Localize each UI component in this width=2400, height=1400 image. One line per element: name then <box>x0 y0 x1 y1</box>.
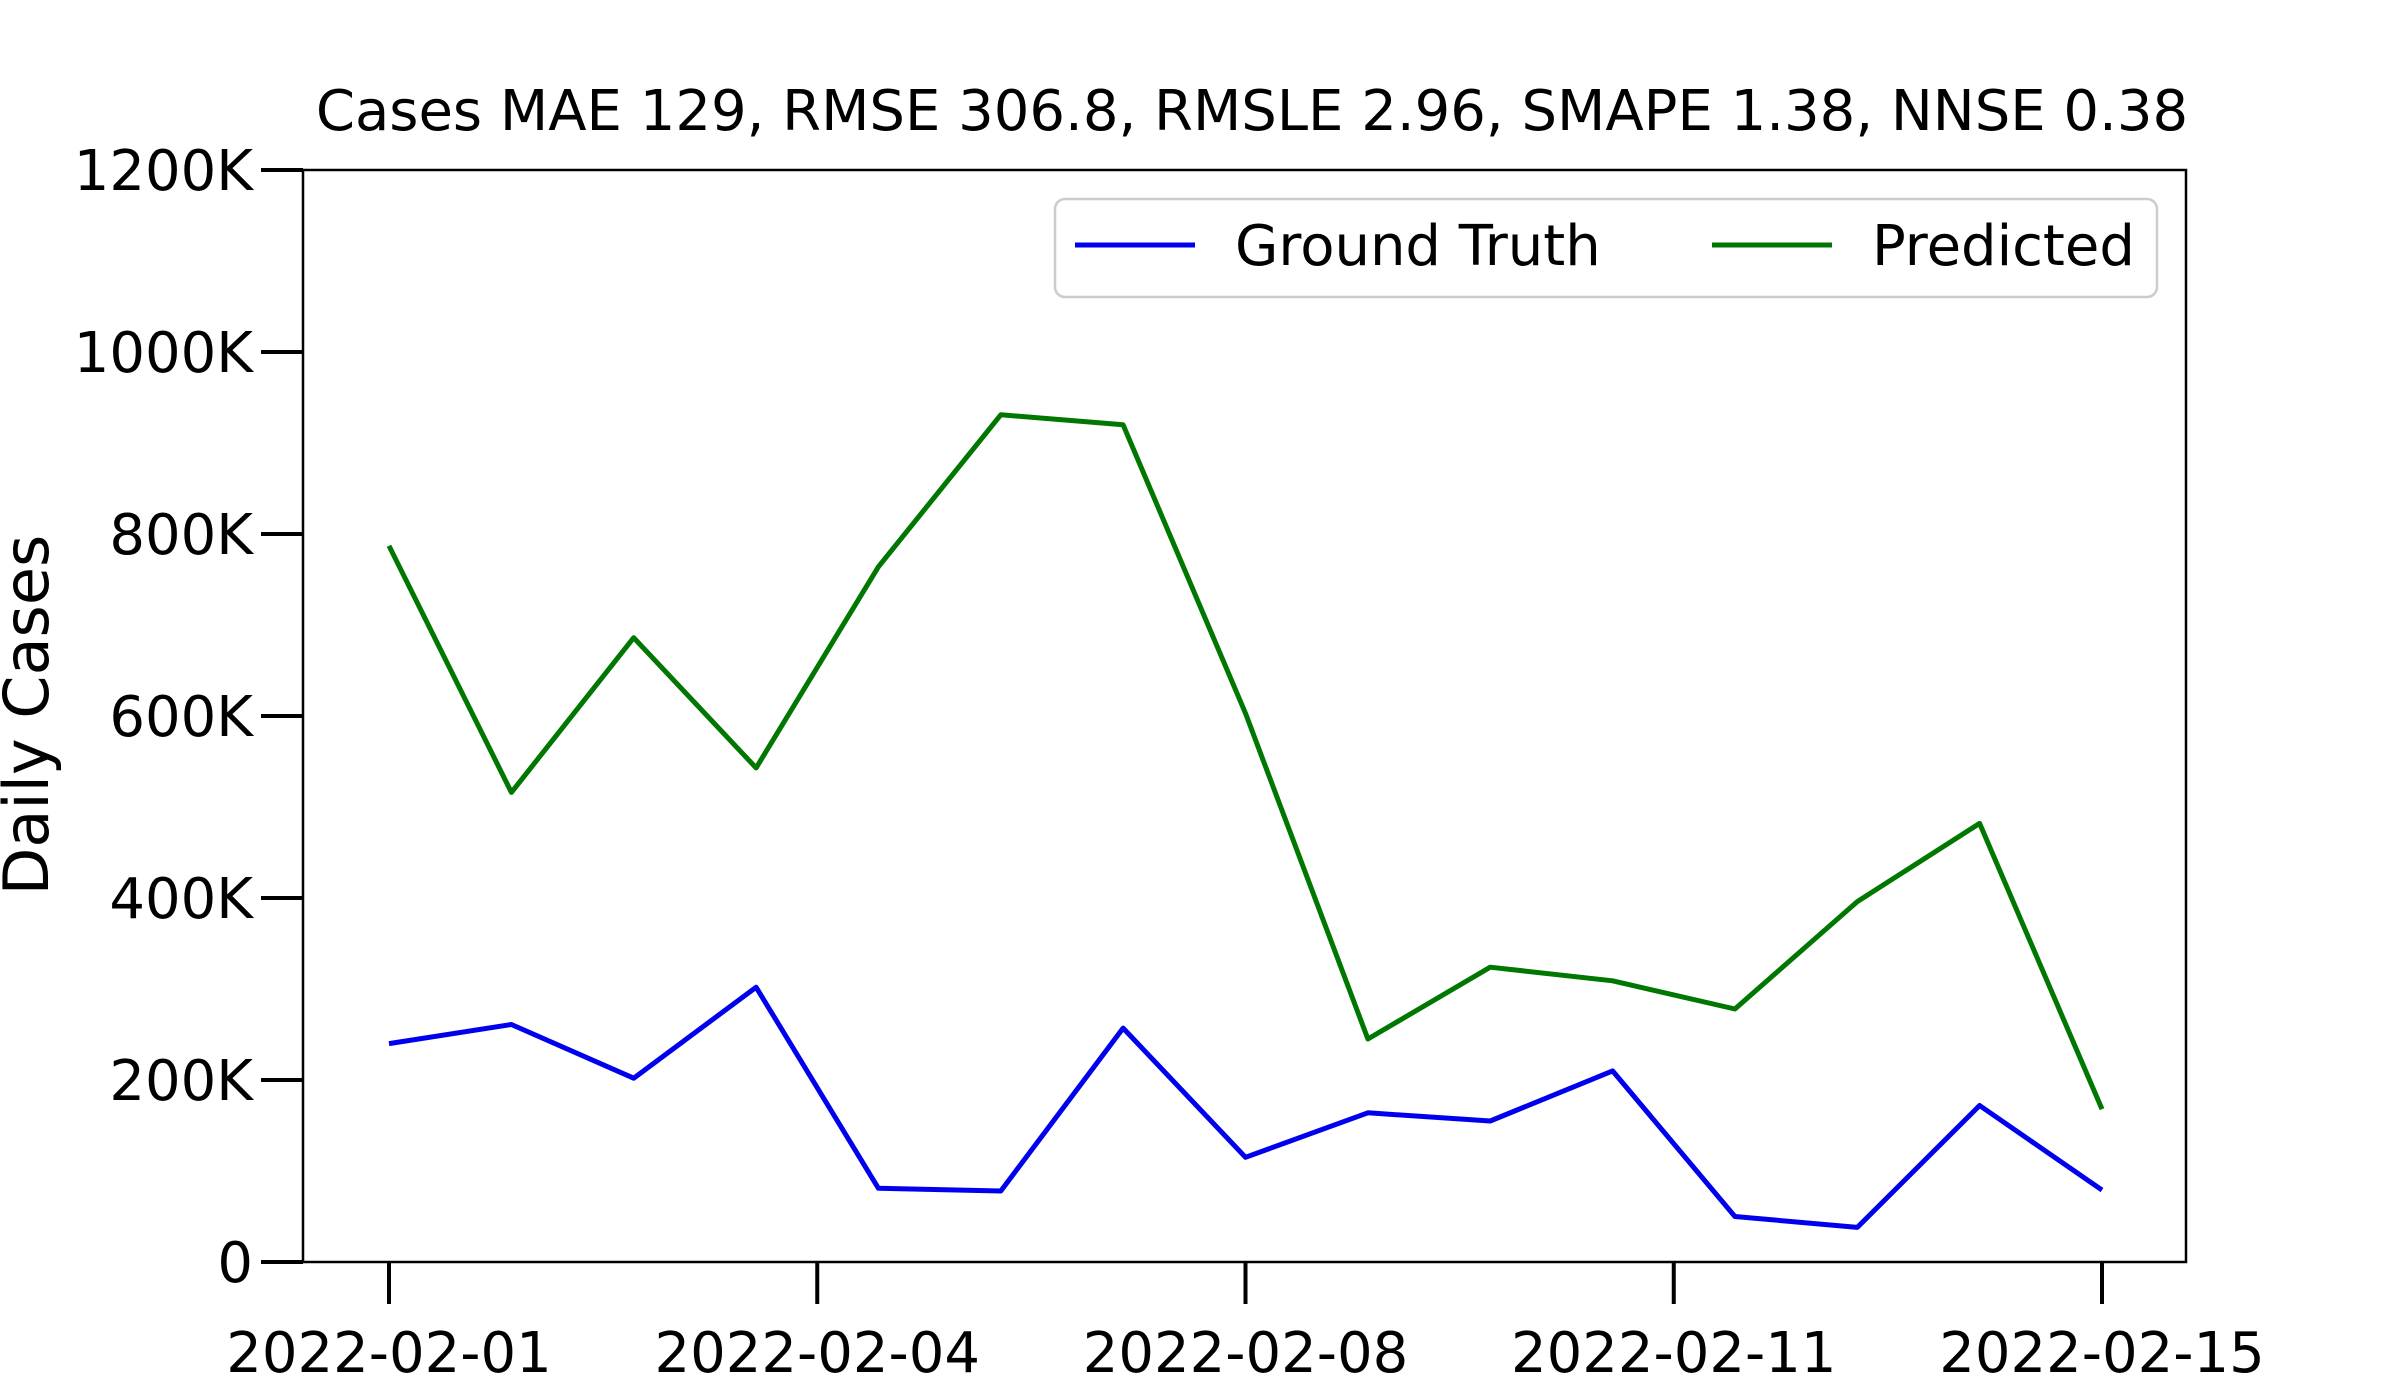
y-axis-label: Daily Cases <box>0 535 63 896</box>
x-tick-label: 2022-02-04 <box>655 1321 980 1386</box>
legend-box <box>1053 197 2159 299</box>
x-tick-label: 2022-02-08 <box>1083 1321 1408 1386</box>
y-tick-label: 0 <box>217 1231 253 1296</box>
chart-title: Cases MAE 129, RMSE 306.8, RMSLE 2.96, S… <box>316 79 2188 144</box>
y-tick-label: 600K <box>109 685 254 750</box>
plot-frame <box>301 168 2188 1264</box>
legend-label-predicted: Predicted <box>1872 214 2135 279</box>
y-tick-label: 200K <box>109 1049 254 1114</box>
legend-label-ground-truth: Ground Truth <box>1235 214 1601 279</box>
series-lines <box>386 412 2105 1230</box>
y-tick-label: 400K <box>109 867 254 932</box>
x-tick-label: 2022-02-15 <box>1939 1321 2264 1386</box>
x-axis-ticks: 2022-02-01 2022-02-04 2022-02-08 2022-02-11… <box>226 1262 2265 1386</box>
legend: Ground Truth Predicted <box>1053 197 2159 299</box>
y-tick-label: 1200K <box>74 139 255 204</box>
x-tick-label: 2022-02-11 <box>1511 1321 1836 1386</box>
series-line-predicted <box>386 412 2105 1111</box>
x-tick-label: 2022-02-01 <box>226 1321 551 1386</box>
y-tick-label: 1000K <box>74 321 255 386</box>
y-axis-ticks: 0 200K 400K 600K 800K 1000K 1200K <box>74 139 303 1296</box>
series-line-ground-truth <box>388 984 2104 1230</box>
y-tick-label: 800K <box>109 503 254 568</box>
